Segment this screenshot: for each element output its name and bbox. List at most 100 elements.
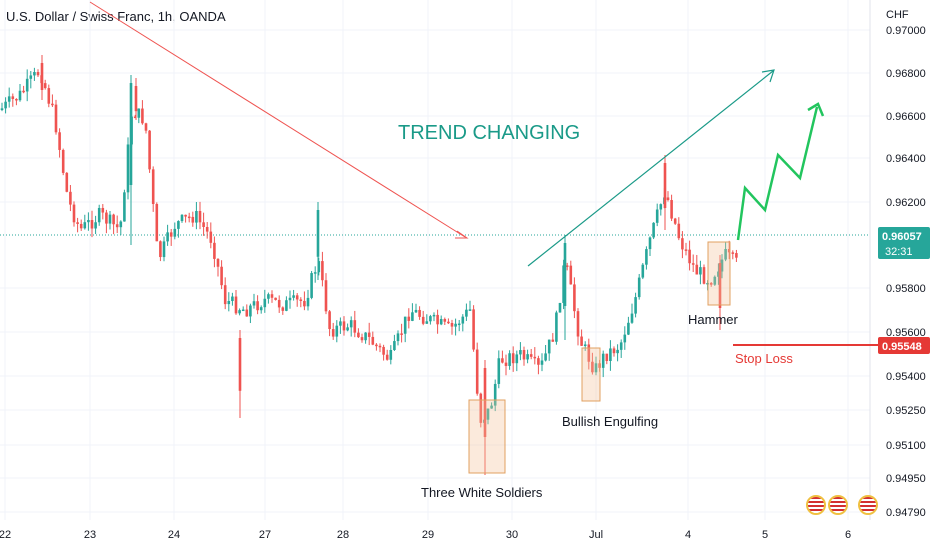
candle-body xyxy=(191,216,195,223)
candle-body xyxy=(501,358,504,363)
candle-body xyxy=(563,243,567,306)
candle-body xyxy=(310,273,313,298)
pattern-box xyxy=(468,399,506,474)
candle-body xyxy=(580,336,583,346)
candle-body xyxy=(256,301,259,311)
candle-body xyxy=(367,332,371,337)
candle-body xyxy=(695,264,699,275)
candle-body xyxy=(497,358,501,384)
candle-body xyxy=(339,321,342,326)
candle-body xyxy=(316,210,320,257)
candle-body xyxy=(436,314,439,325)
candle-body xyxy=(594,363,598,373)
candle-body xyxy=(137,108,141,118)
candle-body xyxy=(292,295,295,298)
candle-body xyxy=(652,222,655,238)
candle-body xyxy=(389,350,393,360)
candle-body xyxy=(461,316,465,324)
candle-body xyxy=(558,302,562,313)
candle-body xyxy=(583,344,587,346)
candle-body xyxy=(357,332,360,338)
candle-body xyxy=(418,309,421,317)
candle-body xyxy=(634,297,637,314)
candle-body xyxy=(382,346,385,355)
stop-loss-value: 0.95548 xyxy=(882,341,922,353)
candle-body xyxy=(173,228,177,237)
trend-lines xyxy=(89,1,825,267)
candle-body xyxy=(655,209,659,223)
uptrend-line xyxy=(527,70,774,267)
candle-body xyxy=(90,220,94,229)
candle-body xyxy=(97,207,101,223)
candle-body xyxy=(162,241,166,258)
candle-body xyxy=(673,218,677,224)
three-white-soldiers-label: Three White Soldiers xyxy=(421,485,543,500)
candle-body xyxy=(209,231,213,243)
candle-body xyxy=(317,261,321,273)
candle-body xyxy=(450,323,454,327)
candle-body xyxy=(270,294,274,298)
candle-body xyxy=(159,241,162,258)
candle-body xyxy=(166,232,169,242)
candle-body xyxy=(403,316,407,334)
y-tick-label: 0.95100 xyxy=(886,440,926,452)
candle-body xyxy=(490,405,493,409)
candle-body xyxy=(493,383,497,406)
candle-body xyxy=(724,248,727,260)
candle-body xyxy=(321,261,324,281)
candle-body xyxy=(47,88,51,104)
candle-body xyxy=(126,144,130,193)
candle-body xyxy=(94,222,97,229)
candle-body xyxy=(11,96,15,99)
candle-body xyxy=(375,344,378,347)
candle-body xyxy=(223,285,227,305)
us-flag-icon[interactable] xyxy=(858,495,878,515)
time-axis[interactable]: 22 23 24 27 28 29 30 Jul 4 5 6 xyxy=(0,529,851,541)
candle-body xyxy=(249,305,252,317)
candle-body xyxy=(43,83,47,89)
candle-body xyxy=(718,263,722,308)
downtrend-arrowhead xyxy=(455,230,469,239)
candle-body xyxy=(213,242,216,259)
us-flag-icon[interactable] xyxy=(828,495,848,515)
x-tick-label: 23 xyxy=(84,529,96,541)
candle-body xyxy=(155,203,159,242)
candle-body xyxy=(659,204,663,210)
candle-body xyxy=(623,334,627,343)
candle-body xyxy=(573,284,576,312)
candle-body xyxy=(349,320,353,328)
candle-body xyxy=(187,216,191,219)
candle-body xyxy=(731,252,735,254)
x-tick-label: 4 xyxy=(685,529,691,541)
candle-body xyxy=(148,130,151,170)
candle-body xyxy=(231,296,234,302)
candle-body xyxy=(479,393,483,423)
candle-body xyxy=(205,226,209,232)
candle-body xyxy=(526,354,529,360)
candle-body xyxy=(195,210,198,223)
candle-body xyxy=(40,63,44,90)
candle-body xyxy=(141,108,144,124)
candle-body xyxy=(313,272,317,274)
candle-body xyxy=(371,336,375,345)
candle-body xyxy=(407,316,411,321)
us-flag-icon[interactable] xyxy=(806,495,826,515)
candle-body xyxy=(0,108,4,110)
chart-title: U.S. Dollar / Swiss Franc, 1h, OANDA xyxy=(6,9,226,24)
candle-body xyxy=(151,169,155,204)
x-tick-label: 6 xyxy=(845,529,851,541)
candle-body xyxy=(83,222,87,229)
candle-body xyxy=(108,214,112,224)
candle-body xyxy=(393,341,396,351)
candle-body xyxy=(699,267,702,275)
candle-body xyxy=(432,314,436,317)
candle-body xyxy=(54,104,58,133)
hammer-label: Hammer xyxy=(688,312,739,327)
candle-body xyxy=(533,356,537,359)
candle-body xyxy=(645,249,648,265)
candle-body xyxy=(411,312,414,321)
candle-body xyxy=(274,297,277,300)
candle-body xyxy=(511,353,515,364)
price-axis[interactable]: 0.97000 0.96800 0.96600 0.96400 0.96200 0.958… xyxy=(886,25,926,519)
